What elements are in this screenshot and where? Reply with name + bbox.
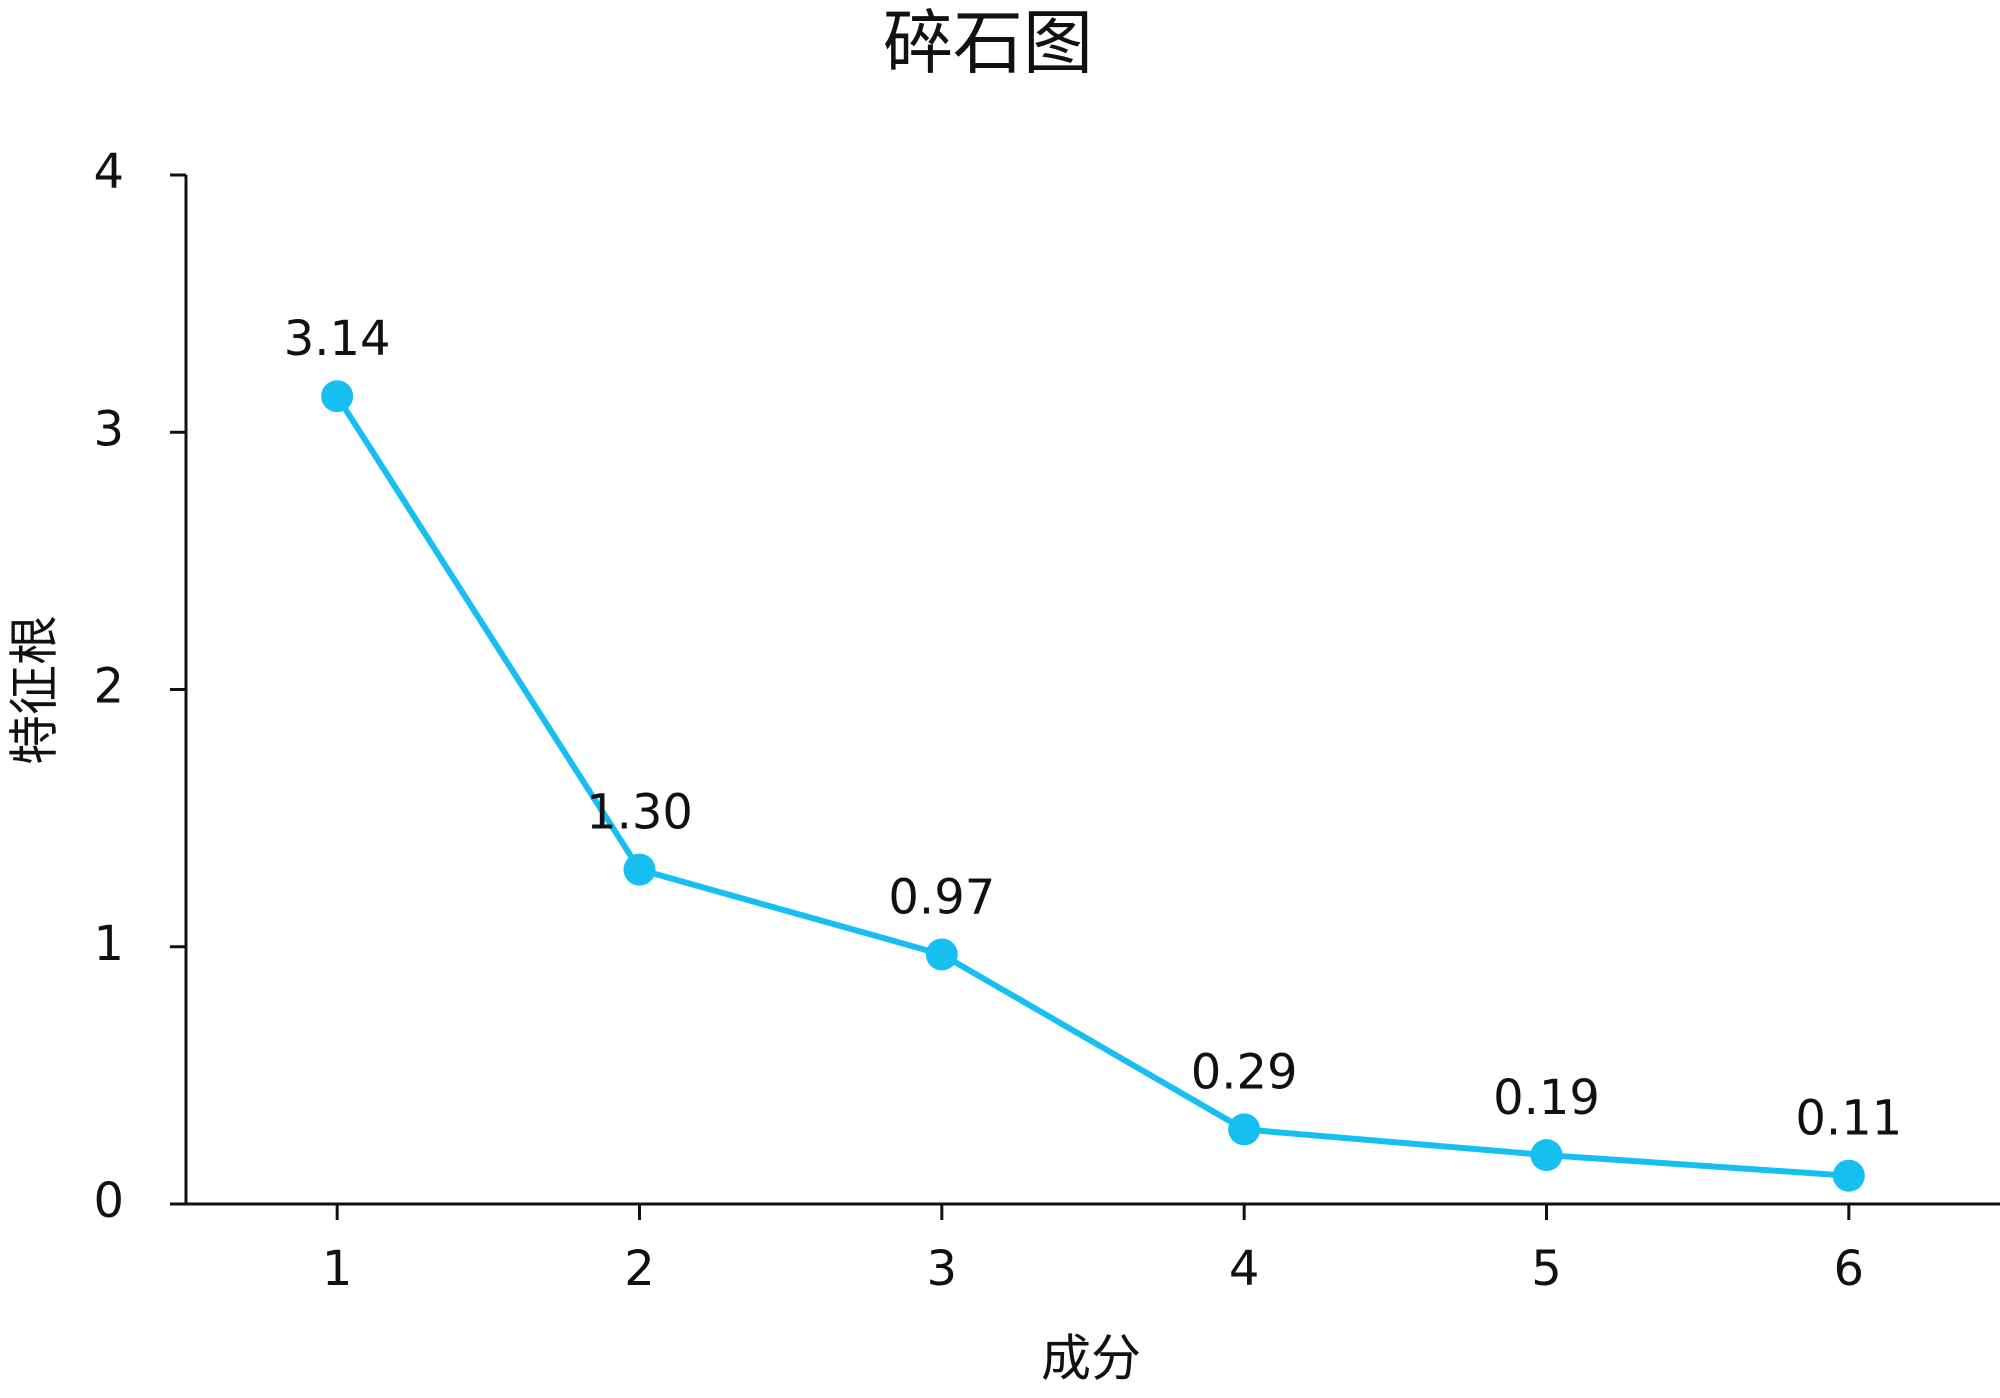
x-axis-label: 成分 bbox=[1041, 1330, 1141, 1388]
y-axis-label: 特征根 bbox=[6, 615, 64, 765]
x-tick-label: 2 bbox=[624, 1241, 655, 1297]
chart-title: 碎石图 bbox=[883, 2, 1093, 84]
y-tick-label: 1 bbox=[93, 916, 124, 972]
data-label: 0.11 bbox=[1795, 1091, 1902, 1147]
x-tick-label: 4 bbox=[1229, 1241, 1260, 1297]
y-tick-label: 2 bbox=[93, 659, 124, 715]
y-tick-label: 4 bbox=[93, 144, 124, 200]
data-label: 3.14 bbox=[284, 311, 391, 367]
data-point bbox=[1832, 1159, 1865, 1192]
data-point bbox=[623, 853, 656, 886]
data-point bbox=[1228, 1113, 1261, 1146]
data-label: 0.29 bbox=[1191, 1044, 1298, 1100]
y-tick-label: 0 bbox=[93, 1173, 124, 1229]
data-point bbox=[321, 380, 354, 413]
data-point bbox=[925, 938, 958, 971]
series-line bbox=[334, 394, 1850, 1179]
x-tick-label: 6 bbox=[1834, 1241, 1865, 1297]
data-point bbox=[1530, 1139, 1563, 1172]
data-label: 0.19 bbox=[1493, 1070, 1600, 1126]
y-tick-label: 3 bbox=[93, 401, 124, 457]
data-label: 1.30 bbox=[586, 785, 693, 841]
x-tick-label: 1 bbox=[322, 1241, 353, 1297]
x-tick-label: 5 bbox=[1531, 1241, 1562, 1297]
x-tick-label: 3 bbox=[927, 1241, 958, 1297]
data-label: 0.97 bbox=[888, 869, 995, 925]
